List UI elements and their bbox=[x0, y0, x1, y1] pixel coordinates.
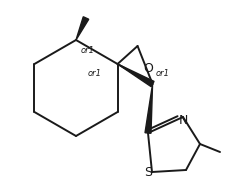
Polygon shape bbox=[76, 17, 88, 40]
Text: O: O bbox=[142, 62, 152, 74]
Text: N: N bbox=[178, 113, 187, 126]
Polygon shape bbox=[117, 64, 153, 87]
Text: or1: or1 bbox=[81, 45, 95, 54]
Text: or1: or1 bbox=[155, 70, 169, 79]
Text: S: S bbox=[143, 165, 151, 179]
Polygon shape bbox=[144, 84, 152, 133]
Text: or1: or1 bbox=[87, 70, 101, 79]
